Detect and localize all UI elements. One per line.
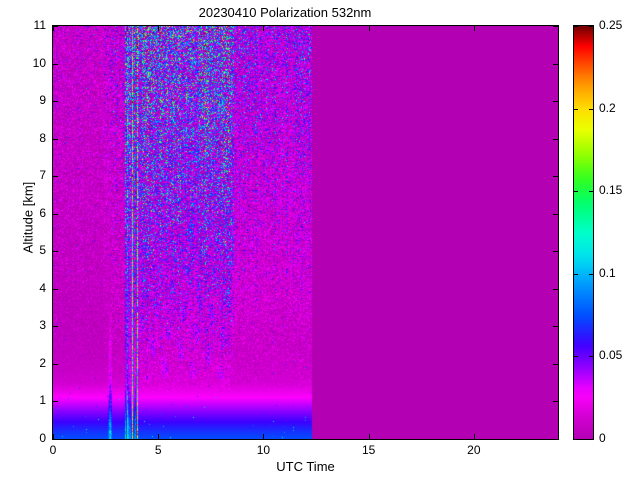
y-tick [53, 288, 58, 290]
y-tick [53, 176, 58, 178]
x-tick [53, 434, 54, 439]
y-tick-right [553, 101, 558, 103]
x-tick-top [368, 26, 370, 31]
x-tick-label: 10 [256, 443, 271, 457]
y-tick-right [553, 26, 558, 27]
colorbar [573, 25, 594, 440]
y-tick-label: 7 [39, 168, 46, 183]
colorbar-gradient [574, 26, 593, 439]
y-tick-right [553, 363, 558, 365]
y-tick-right [553, 138, 558, 140]
y-tick-right [553, 326, 558, 328]
x-tick-top [473, 26, 475, 31]
colorbar-tick [589, 108, 593, 110]
y-tick-right [553, 176, 558, 178]
colorbar-tick [589, 273, 593, 275]
y-tick [53, 26, 58, 27]
x-tick-top [53, 26, 54, 31]
y-tick-right [553, 213, 558, 215]
heatmap-image [53, 26, 558, 439]
colorbar-tick-label: 0.05 [599, 348, 623, 363]
y-tick-label: 5 [39, 243, 46, 258]
y-tick-right [553, 439, 558, 440]
x-tick-top [263, 26, 265, 31]
y-tick-right [553, 251, 558, 253]
colorbar-tick-label: 0 [599, 431, 606, 445]
y-tick [53, 251, 58, 253]
heatmap-plot-area [52, 25, 559, 440]
colorbar-tick [589, 191, 593, 193]
colorbar-tick-label: 0.1 [599, 265, 616, 280]
colorbar-tick-left [574, 439, 578, 440]
colorbar-tick-label: 0.25 [599, 18, 623, 32]
x-axis-label: UTC Time [276, 459, 335, 474]
y-tick-label: 2 [39, 355, 46, 370]
colorbar-tick-left [574, 26, 578, 27]
y-tick-label: 3 [39, 318, 46, 333]
y-tick [53, 401, 58, 403]
y-tick-right [553, 401, 558, 403]
y-tick-label: 0 [39, 431, 46, 445]
y-tick [53, 213, 58, 215]
y-tick-right [553, 288, 558, 290]
y-tick [53, 63, 58, 65]
x-tick-top [158, 26, 160, 31]
x-tick [368, 434, 370, 439]
x-tick-label: 5 [154, 443, 162, 457]
page-title: 20230410 Polarization 532nm [198, 5, 372, 20]
colorbar-tick [589, 439, 593, 440]
y-tick [53, 326, 58, 328]
y-tick-label: 1 [39, 393, 46, 408]
y-tick [53, 363, 58, 365]
y-tick-right [553, 63, 558, 65]
y-tick-label: 11 [33, 18, 46, 32]
y-tick-label: 10 [32, 55, 46, 70]
x-tick [263, 434, 265, 439]
y-tick [53, 439, 58, 440]
y-tick [53, 101, 58, 103]
x-tick-label: 15 [361, 443, 376, 457]
x-tick-label: 0 [49, 443, 57, 457]
colorbar-tick [589, 26, 593, 27]
colorbar-tick-left [574, 356, 578, 358]
y-tick [53, 138, 58, 140]
y-tick-label: 6 [39, 205, 46, 220]
x-tick [158, 434, 160, 439]
colorbar-tick-left [574, 273, 578, 275]
colorbar-tick-label: 0.15 [599, 183, 623, 198]
colorbar-tick-left [574, 108, 578, 110]
colorbar-tick-label: 0.2 [599, 100, 616, 115]
y-tick-label: 4 [39, 280, 46, 295]
colorbar-tick [589, 356, 593, 358]
x-tick-label: 20 [467, 443, 481, 457]
y-tick-label: 9 [39, 93, 46, 108]
colorbar-tick-left [574, 191, 578, 193]
y-tick-label: 8 [39, 130, 46, 145]
x-tick [473, 434, 475, 439]
